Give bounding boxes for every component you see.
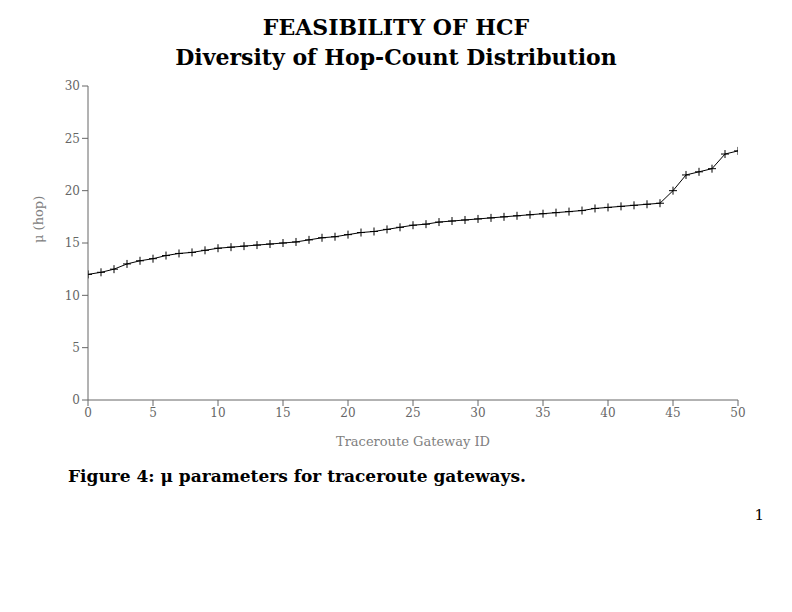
svg-text:15: 15	[65, 236, 80, 250]
html-text:FEASIBILITY OF HCF: FEASIBILITY OF HCF	[262, 14, 530, 40]
svg-text:μ (hop): μ (hop)	[31, 196, 46, 243]
svg-text:20: 20	[65, 184, 80, 198]
svg-text:30: 30	[65, 79, 80, 93]
svg-text:40: 40	[600, 406, 615, 420]
svg-text:35: 35	[535, 406, 550, 420]
svg-text:10: 10	[65, 289, 80, 303]
svg-text:45: 45	[665, 406, 680, 420]
svg-text:Traceroute Gateway ID: Traceroute Gateway ID	[336, 434, 490, 449]
svg-text:25: 25	[405, 406, 420, 420]
html-text:Diversity of Hop-Count Distrib: Diversity of Hop-Count Distribution	[175, 44, 617, 70]
html-text:Figure 4: μ parameters for tra: Figure 4: μ parameters for traceroute ga…	[68, 466, 526, 486]
svg-text:15: 15	[275, 406, 290, 420]
svg-text:5: 5	[72, 341, 80, 355]
svg-text:30: 30	[470, 406, 485, 420]
svg-text:50: 50	[730, 406, 745, 420]
html-text:1: 1	[754, 506, 764, 524]
svg-text:20: 20	[340, 406, 355, 420]
svg-text:0: 0	[72, 393, 80, 407]
svg-text:25: 25	[65, 132, 80, 146]
svg-text:0: 0	[84, 406, 92, 420]
svg-text:10: 10	[210, 406, 225, 420]
svg-text:5: 5	[149, 406, 157, 420]
